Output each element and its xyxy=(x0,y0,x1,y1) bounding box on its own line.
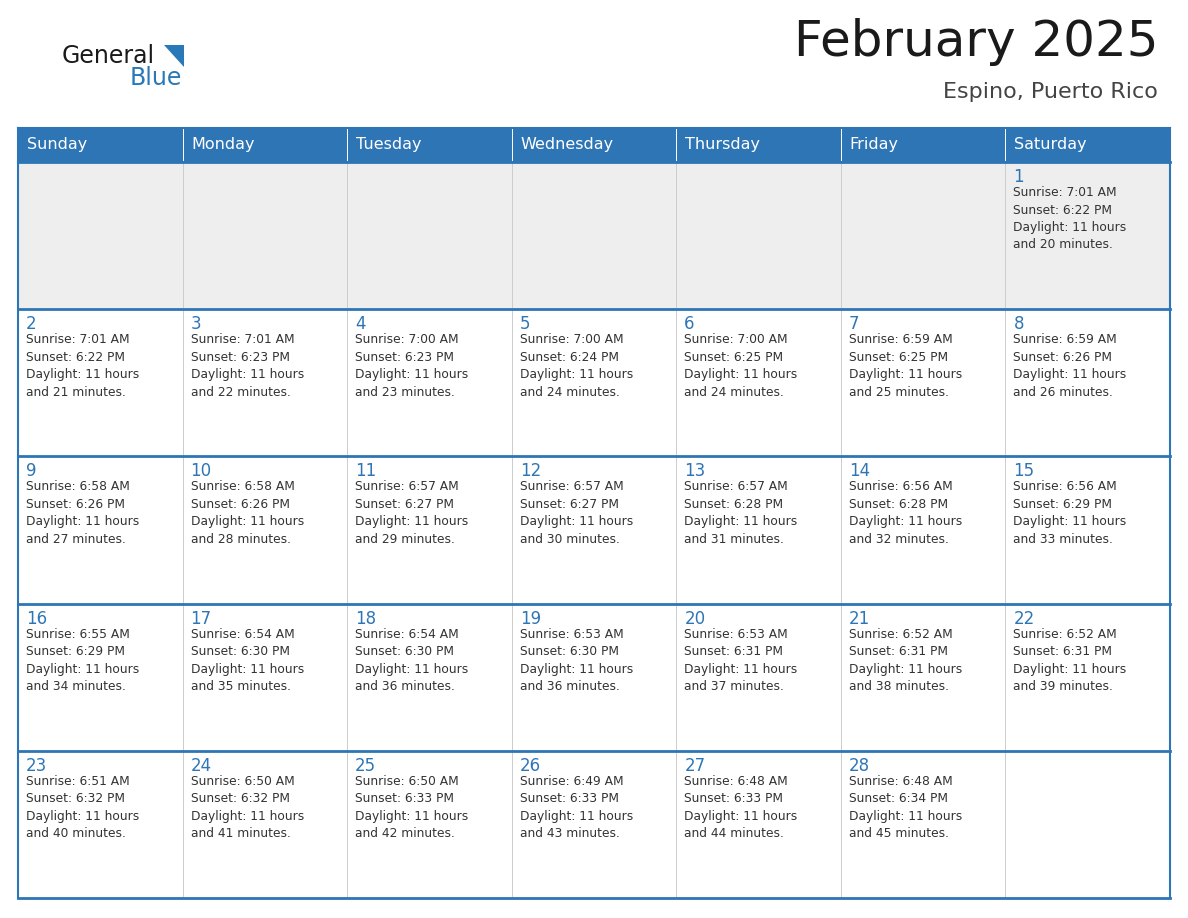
Bar xyxy=(18,604,1170,751)
Text: Sunrise: 7:00 AM
Sunset: 6:24 PM
Daylight: 11 hours
and 24 minutes.: Sunrise: 7:00 AM Sunset: 6:24 PM Dayligh… xyxy=(519,333,633,398)
Text: 21: 21 xyxy=(849,610,870,628)
Text: 14: 14 xyxy=(849,463,870,480)
Text: 6: 6 xyxy=(684,315,695,333)
Text: 12: 12 xyxy=(519,463,541,480)
Text: Wednesday: Wednesday xyxy=(520,138,614,152)
Text: February 2025: February 2025 xyxy=(794,18,1158,66)
Text: Sunrise: 6:57 AM
Sunset: 6:27 PM
Daylight: 11 hours
and 30 minutes.: Sunrise: 6:57 AM Sunset: 6:27 PM Dayligh… xyxy=(519,480,633,546)
Bar xyxy=(18,128,183,162)
Text: Sunrise: 6:53 AM
Sunset: 6:31 PM
Daylight: 11 hours
and 37 minutes.: Sunrise: 6:53 AM Sunset: 6:31 PM Dayligh… xyxy=(684,628,797,693)
Text: Sunrise: 6:58 AM
Sunset: 6:26 PM
Daylight: 11 hours
and 28 minutes.: Sunrise: 6:58 AM Sunset: 6:26 PM Dayligh… xyxy=(190,480,304,546)
Text: Sunrise: 6:57 AM
Sunset: 6:28 PM
Daylight: 11 hours
and 31 minutes.: Sunrise: 6:57 AM Sunset: 6:28 PM Dayligh… xyxy=(684,480,797,546)
Text: General: General xyxy=(62,44,156,68)
Text: 16: 16 xyxy=(26,610,48,628)
Text: Sunrise: 7:01 AM
Sunset: 6:22 PM
Daylight: 11 hours
and 21 minutes.: Sunrise: 7:01 AM Sunset: 6:22 PM Dayligh… xyxy=(26,333,139,398)
Text: 18: 18 xyxy=(355,610,377,628)
Text: Sunrise: 6:49 AM
Sunset: 6:33 PM
Daylight: 11 hours
and 43 minutes.: Sunrise: 6:49 AM Sunset: 6:33 PM Dayligh… xyxy=(519,775,633,840)
Text: 11: 11 xyxy=(355,463,377,480)
Text: 24: 24 xyxy=(190,756,211,775)
Text: 7: 7 xyxy=(849,315,859,333)
Text: Sunday: Sunday xyxy=(27,138,87,152)
Bar xyxy=(1005,128,1170,162)
Bar xyxy=(18,751,1170,898)
Text: Sunrise: 6:59 AM
Sunset: 6:26 PM
Daylight: 11 hours
and 26 minutes.: Sunrise: 6:59 AM Sunset: 6:26 PM Dayligh… xyxy=(1013,333,1126,398)
Text: 15: 15 xyxy=(1013,463,1035,480)
Text: 27: 27 xyxy=(684,756,706,775)
Text: Monday: Monday xyxy=(191,138,255,152)
Text: 23: 23 xyxy=(26,756,48,775)
Text: Friday: Friday xyxy=(849,138,899,152)
Text: Sunrise: 6:52 AM
Sunset: 6:31 PM
Daylight: 11 hours
and 39 minutes.: Sunrise: 6:52 AM Sunset: 6:31 PM Dayligh… xyxy=(1013,628,1126,693)
Text: Saturday: Saturday xyxy=(1015,138,1087,152)
Text: 13: 13 xyxy=(684,463,706,480)
Bar xyxy=(676,128,841,162)
Text: 5: 5 xyxy=(519,315,530,333)
Text: Sunrise: 6:50 AM
Sunset: 6:33 PM
Daylight: 11 hours
and 42 minutes.: Sunrise: 6:50 AM Sunset: 6:33 PM Dayligh… xyxy=(355,775,468,840)
Text: 9: 9 xyxy=(26,463,37,480)
Text: Tuesday: Tuesday xyxy=(356,138,422,152)
Text: Sunrise: 6:53 AM
Sunset: 6:30 PM
Daylight: 11 hours
and 36 minutes.: Sunrise: 6:53 AM Sunset: 6:30 PM Dayligh… xyxy=(519,628,633,693)
Text: 25: 25 xyxy=(355,756,377,775)
Text: Sunrise: 6:58 AM
Sunset: 6:26 PM
Daylight: 11 hours
and 27 minutes.: Sunrise: 6:58 AM Sunset: 6:26 PM Dayligh… xyxy=(26,480,139,546)
Text: Sunrise: 6:51 AM
Sunset: 6:32 PM
Daylight: 11 hours
and 40 minutes.: Sunrise: 6:51 AM Sunset: 6:32 PM Dayligh… xyxy=(26,775,139,840)
Text: Sunrise: 7:00 AM
Sunset: 6:23 PM
Daylight: 11 hours
and 23 minutes.: Sunrise: 7:00 AM Sunset: 6:23 PM Dayligh… xyxy=(355,333,468,398)
Text: 19: 19 xyxy=(519,610,541,628)
Text: Sunrise: 7:01 AM
Sunset: 6:22 PM
Daylight: 11 hours
and 20 minutes.: Sunrise: 7:01 AM Sunset: 6:22 PM Dayligh… xyxy=(1013,186,1126,252)
Text: 2: 2 xyxy=(26,315,37,333)
Text: Sunrise: 6:55 AM
Sunset: 6:29 PM
Daylight: 11 hours
and 34 minutes.: Sunrise: 6:55 AM Sunset: 6:29 PM Dayligh… xyxy=(26,628,139,693)
Bar xyxy=(512,128,676,162)
Text: 1: 1 xyxy=(1013,168,1024,186)
Text: 26: 26 xyxy=(519,756,541,775)
Text: 3: 3 xyxy=(190,315,201,333)
Text: Sunrise: 6:52 AM
Sunset: 6:31 PM
Daylight: 11 hours
and 38 minutes.: Sunrise: 6:52 AM Sunset: 6:31 PM Dayligh… xyxy=(849,628,962,693)
Text: Espino, Puerto Rico: Espino, Puerto Rico xyxy=(943,82,1158,102)
Text: 20: 20 xyxy=(684,610,706,628)
Polygon shape xyxy=(164,45,184,67)
Text: Sunrise: 6:56 AM
Sunset: 6:29 PM
Daylight: 11 hours
and 33 minutes.: Sunrise: 6:56 AM Sunset: 6:29 PM Dayligh… xyxy=(1013,480,1126,546)
Text: 10: 10 xyxy=(190,463,211,480)
Text: Sunrise: 6:54 AM
Sunset: 6:30 PM
Daylight: 11 hours
and 35 minutes.: Sunrise: 6:54 AM Sunset: 6:30 PM Dayligh… xyxy=(190,628,304,693)
Bar xyxy=(18,162,1170,309)
Text: Thursday: Thursday xyxy=(685,138,760,152)
Text: 4: 4 xyxy=(355,315,366,333)
Text: 8: 8 xyxy=(1013,315,1024,333)
Bar xyxy=(18,456,1170,604)
Text: Sunrise: 6:48 AM
Sunset: 6:33 PM
Daylight: 11 hours
and 44 minutes.: Sunrise: 6:48 AM Sunset: 6:33 PM Dayligh… xyxy=(684,775,797,840)
Bar xyxy=(841,128,1005,162)
Text: Sunrise: 6:56 AM
Sunset: 6:28 PM
Daylight: 11 hours
and 32 minutes.: Sunrise: 6:56 AM Sunset: 6:28 PM Dayligh… xyxy=(849,480,962,546)
Text: Sunrise: 7:01 AM
Sunset: 6:23 PM
Daylight: 11 hours
and 22 minutes.: Sunrise: 7:01 AM Sunset: 6:23 PM Dayligh… xyxy=(190,333,304,398)
Text: Sunrise: 6:54 AM
Sunset: 6:30 PM
Daylight: 11 hours
and 36 minutes.: Sunrise: 6:54 AM Sunset: 6:30 PM Dayligh… xyxy=(355,628,468,693)
Text: Sunrise: 6:59 AM
Sunset: 6:25 PM
Daylight: 11 hours
and 25 minutes.: Sunrise: 6:59 AM Sunset: 6:25 PM Dayligh… xyxy=(849,333,962,398)
Text: 17: 17 xyxy=(190,610,211,628)
Text: Sunrise: 6:48 AM
Sunset: 6:34 PM
Daylight: 11 hours
and 45 minutes.: Sunrise: 6:48 AM Sunset: 6:34 PM Dayligh… xyxy=(849,775,962,840)
Text: Sunrise: 6:57 AM
Sunset: 6:27 PM
Daylight: 11 hours
and 29 minutes.: Sunrise: 6:57 AM Sunset: 6:27 PM Dayligh… xyxy=(355,480,468,546)
Bar xyxy=(347,128,512,162)
Bar xyxy=(18,309,1170,456)
Text: Sunrise: 6:50 AM
Sunset: 6:32 PM
Daylight: 11 hours
and 41 minutes.: Sunrise: 6:50 AM Sunset: 6:32 PM Dayligh… xyxy=(190,775,304,840)
Text: 28: 28 xyxy=(849,756,870,775)
Bar xyxy=(183,128,347,162)
Text: 22: 22 xyxy=(1013,610,1035,628)
Text: Blue: Blue xyxy=(129,66,183,90)
Text: Sunrise: 7:00 AM
Sunset: 6:25 PM
Daylight: 11 hours
and 24 minutes.: Sunrise: 7:00 AM Sunset: 6:25 PM Dayligh… xyxy=(684,333,797,398)
